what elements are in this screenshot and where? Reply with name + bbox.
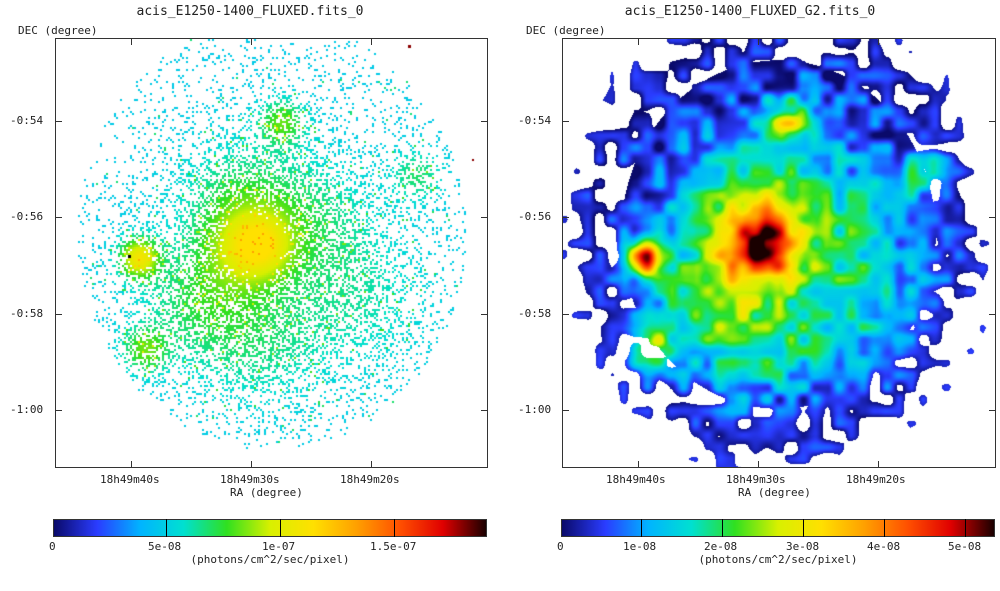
axis-tick: [56, 410, 62, 411]
image-canvas[interactable]: [563, 39, 995, 467]
axis-tick: [371, 39, 372, 45]
colorbar-tick-label: 3e-08: [786, 540, 820, 553]
colorbar-tick-label: 5e-08: [148, 540, 182, 553]
colorbar-tick: [884, 519, 885, 537]
dec-tick-label: -0:54: [518, 114, 552, 127]
colorbar-units: (photons/cm^2/sec/pixel): [698, 553, 858, 566]
axis-tick: [56, 217, 62, 218]
axis-tick: [56, 314, 62, 315]
ra-tick-label: 18h49m20s: [846, 473, 906, 486]
axis-tick: [481, 410, 487, 411]
image-title: acis_E1250-1400_FLUXED.fits_0: [136, 4, 364, 19]
axis-tick: [563, 314, 569, 315]
axis-tick: [878, 39, 879, 45]
colorbar: [53, 519, 487, 537]
colorbar-tick: [803, 519, 804, 537]
axis-tick: [989, 410, 995, 411]
axis-tick: [481, 121, 487, 122]
ra-axis-label: RA (degree): [230, 486, 303, 499]
dec-tick-label: -0:58: [518, 307, 552, 320]
colorbar-units: (photons/cm^2/sec/pixel): [190, 553, 350, 566]
axis-tick: [371, 461, 372, 467]
axis-tick: [563, 121, 569, 122]
dec-tick-label: -1:00: [10, 403, 44, 416]
axis-tick: [131, 39, 132, 45]
colorbar-tick-label: 5e-08: [948, 540, 982, 553]
axis-tick: [878, 461, 879, 467]
colorbar-tick: [641, 519, 642, 537]
dec-tick-label: -0:56: [10, 210, 44, 223]
axis-tick: [638, 39, 639, 45]
smoothed-flux-image[interactable]: [562, 38, 996, 468]
colorbar-tick: [722, 519, 723, 537]
axis-tick: [989, 121, 995, 122]
ra-tick-label: 18h49m20s: [340, 473, 400, 486]
colorbar: [561, 519, 995, 537]
colorbar-tick-label: 1e-08: [623, 540, 657, 553]
dec-tick-label: -0:58: [10, 307, 44, 320]
axis-tick: [481, 217, 487, 218]
dec-tick-label: -0:54: [10, 114, 44, 127]
colorbar-tick-label: 4e-08: [867, 540, 901, 553]
axis-tick: [56, 121, 62, 122]
image-canvas[interactable]: [56, 39, 487, 467]
axis-tick: [989, 217, 995, 218]
colorbar-tick-label: 0: [557, 540, 564, 553]
dec-axis-label: DEC (degree): [18, 24, 98, 37]
colorbar-tick-label: 2e-08: [704, 540, 738, 553]
image-title: acis_E1250-1400_FLUXED_G2.fits_0: [624, 4, 876, 19]
axis-tick: [251, 461, 252, 467]
colorbar-tick-label: 1.5e-07: [370, 540, 417, 553]
axis-tick: [131, 461, 132, 467]
axis-tick: [758, 39, 759, 45]
colorbar-tick-label: 0: [49, 540, 56, 553]
sparse-flux-image[interactable]: [55, 38, 488, 468]
right-image-panel: acis_E1250-1400_FLUXED_G2.fits_0 DEC (de…: [500, 0, 1000, 591]
colorbar-tick: [965, 519, 966, 537]
axis-tick: [481, 314, 487, 315]
ra-tick-label: 18h49m40s: [100, 473, 160, 486]
dec-tick-label: -1:00: [518, 403, 552, 416]
colorbar-tick-label: 1e-07: [262, 540, 296, 553]
axis-tick: [989, 314, 995, 315]
ra-tick-label: 18h49m30s: [220, 473, 280, 486]
axis-tick: [638, 461, 639, 467]
colorbar-tick: [280, 519, 281, 537]
colorbar-tick: [166, 519, 167, 537]
axis-tick: [563, 217, 569, 218]
dec-axis-label: DEC (degree): [526, 24, 606, 37]
axis-tick: [251, 39, 252, 45]
ra-axis-label: RA (degree): [738, 486, 811, 499]
colorbar-tick: [394, 519, 395, 537]
axis-tick: [758, 461, 759, 467]
ra-tick-label: 18h49m40s: [606, 473, 666, 486]
axis-tick: [563, 410, 569, 411]
ra-tick-label: 18h49m30s: [726, 473, 786, 486]
dec-tick-label: -0:56: [518, 210, 552, 223]
left-image-panel: acis_E1250-1400_FLUXED.fits_0 DEC (degre…: [10, 4, 488, 566]
